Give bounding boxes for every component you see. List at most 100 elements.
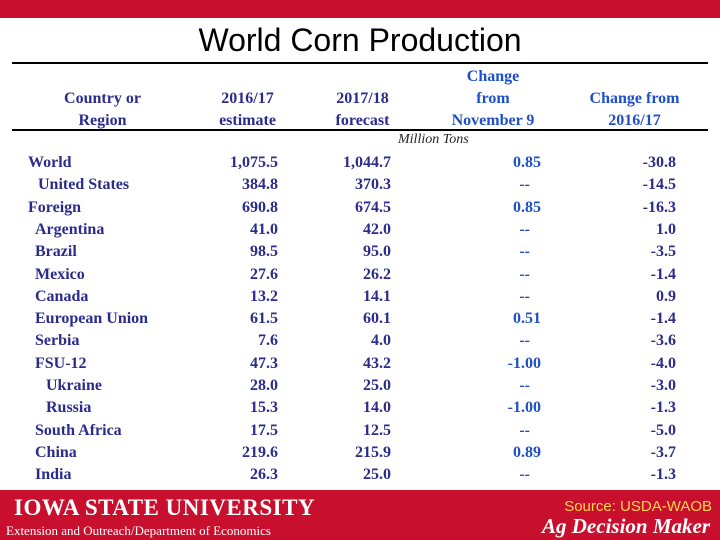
row-name: Foreign <box>28 198 82 216</box>
units-label: Million Tons <box>398 132 469 147</box>
table-row: Russia 15.3 14.0 -1.00 -1.3 <box>0 397 720 419</box>
row-2016-value: 17.5 <box>250 421 278 439</box>
table-row: United States 384.8 370.3 -- -14.5 <box>0 174 720 196</box>
row-2017-value: 215.9 <box>355 443 391 461</box>
header-rule <box>12 129 708 131</box>
header-country: Country or Region <box>64 90 141 129</box>
row-name: Argentina <box>35 220 105 238</box>
row-2017-value: 370.3 <box>355 176 391 194</box>
row-2017-value: 42.0 <box>363 220 391 238</box>
row-name: India <box>35 466 72 484</box>
table-row: Ukraine 28.0 25.0 -- -3.0 <box>0 375 720 397</box>
table-row: Canada 13.2 14.1 -- 0.9 <box>0 286 720 308</box>
row-2016-value: 7.6 <box>258 332 278 350</box>
row-name: European Union <box>35 310 149 328</box>
row-2017-value: 4.0 <box>371 332 391 350</box>
header-2016: 2016/17 estimate <box>219 90 276 129</box>
row-2016-value: 27.6 <box>250 265 278 283</box>
title-rule <box>12 62 708 64</box>
table-row: World 1,075.5 1,044.7 0.85 -30.8 <box>0 152 720 174</box>
table-row: European Union 61.5 60.1 0.51 -1.4 <box>0 308 720 330</box>
row-2016-value: 219.6 <box>242 443 278 461</box>
row-name: Ukraine <box>46 377 102 394</box>
row-change-nov: -- <box>519 243 530 261</box>
row-2017-value: 674.5 <box>355 198 391 216</box>
row-name: Canada <box>35 287 89 305</box>
row-name: Serbia <box>35 332 80 350</box>
row-change-nov: -- <box>519 220 530 238</box>
row-2016-value: 41.0 <box>250 220 278 238</box>
row-change-nov: -- <box>519 176 530 194</box>
row-change-2016: -16.3 <box>642 198 676 216</box>
top-accent-bar <box>0 0 720 18</box>
row-2017-value: 26.2 <box>363 265 391 283</box>
row-change-nov: -1.00 <box>507 399 541 417</box>
row-name: United States <box>38 176 130 194</box>
row-change-2016: -1.4 <box>650 310 676 328</box>
row-2016-value: 384.8 <box>242 176 278 194</box>
row-change-nov: -- <box>519 421 530 439</box>
isu-wordmark: Iowa State University <box>14 495 316 520</box>
row-change-2016: -3.7 <box>650 443 676 461</box>
slide-title: World Corn Production <box>198 22 522 58</box>
row-name: Russia <box>46 399 92 417</box>
row-name: Brazil <box>35 243 77 261</box>
row-change-2016: -3.6 <box>650 332 676 350</box>
table-row: Brazil 98.5 95.0 -- -3.5 <box>0 241 720 263</box>
row-change-nov: -- <box>519 466 530 484</box>
table-row: FSU-12 47.3 43.2 -1.00 -4.0 <box>0 353 720 375</box>
row-change-2016: -1.4 <box>650 265 676 283</box>
row-2016-value: 690.8 <box>242 198 278 216</box>
row-2016-value: 98.5 <box>250 243 278 261</box>
row-change-nov: -- <box>519 332 530 350</box>
header-change-2016: Change from 2016/17 <box>589 90 680 129</box>
row-change-2016: -1.3 <box>650 466 676 484</box>
row-2017-value: 14.1 <box>363 287 391 305</box>
row-change-2016: -1.3 <box>650 399 676 417</box>
footer-bar: Iowa State University Extension and Outr… <box>0 490 720 540</box>
row-change-nov: 0.85 <box>513 154 541 171</box>
row-change-2016: -3.0 <box>650 377 676 394</box>
table-row: South Africa 17.5 12.5 -- -5.0 <box>0 420 720 442</box>
row-name: World <box>28 154 72 171</box>
row-name: Mexico <box>35 265 85 283</box>
row-2017-value: 43.2 <box>363 354 391 372</box>
row-2016-value: 28.0 <box>250 377 278 394</box>
source-label: Source: USDA-WAOB <box>564 498 712 515</box>
row-2016-value: 47.3 <box>250 354 278 372</box>
row-2016-value: 1,075.5 <box>230 154 278 171</box>
row-change-nov: -- <box>519 287 530 305</box>
row-change-nov: -- <box>519 265 530 283</box>
row-change-nov: 0.85 <box>513 198 541 216</box>
row-change-2016: -5.0 <box>650 421 676 439</box>
row-change-nov: 0.89 <box>513 443 541 461</box>
row-2017-value: 1,044.7 <box>343 154 391 171</box>
row-change-2016: 0.9 <box>656 287 676 305</box>
row-2017-value: 25.0 <box>363 377 391 394</box>
row-change-nov: 0.51 <box>513 310 541 328</box>
header-change-nov: Change from November 9 <box>451 68 535 129</box>
ag-decision-maker-logo: Ag Decision Maker <box>542 514 710 538</box>
table-row: India 26.3 25.0 -- -1.3 <box>0 464 720 486</box>
table-row: Argentina 41.0 42.0 -- 1.0 <box>0 219 720 241</box>
row-name: FSU-12 <box>35 354 87 372</box>
table-row: China 219.6 215.9 0.89 -3.7 <box>0 442 720 464</box>
table-row: Serbia 7.6 4.0 -- -3.6 <box>0 330 720 352</box>
row-2016-value: 61.5 <box>250 310 278 328</box>
row-2017-value: 12.5 <box>363 421 391 439</box>
row-change-2016: -4.0 <box>650 354 676 372</box>
department-label: Extension and Outreach/Department of Eco… <box>6 523 271 538</box>
row-2016-value: 13.2 <box>250 287 278 305</box>
row-2016-value: 15.3 <box>250 399 278 417</box>
row-2017-value: 14.0 <box>363 399 391 417</box>
table-row: Mexico 27.6 26.2 -- -1.4 <box>0 264 720 286</box>
row-name: South Africa <box>35 421 122 439</box>
row-2016-value: 26.3 <box>250 466 278 484</box>
row-name: China <box>35 443 77 461</box>
row-change-nov: -1.00 <box>507 354 541 372</box>
row-change-nov: -- <box>519 377 530 394</box>
row-change-2016: 1.0 <box>656 220 676 238</box>
table-row: Foreign 690.8 674.5 0.85 -16.3 <box>0 197 720 219</box>
header-2017: 2017/18 forecast <box>335 90 390 129</box>
row-2017-value: 95.0 <box>363 243 391 261</box>
